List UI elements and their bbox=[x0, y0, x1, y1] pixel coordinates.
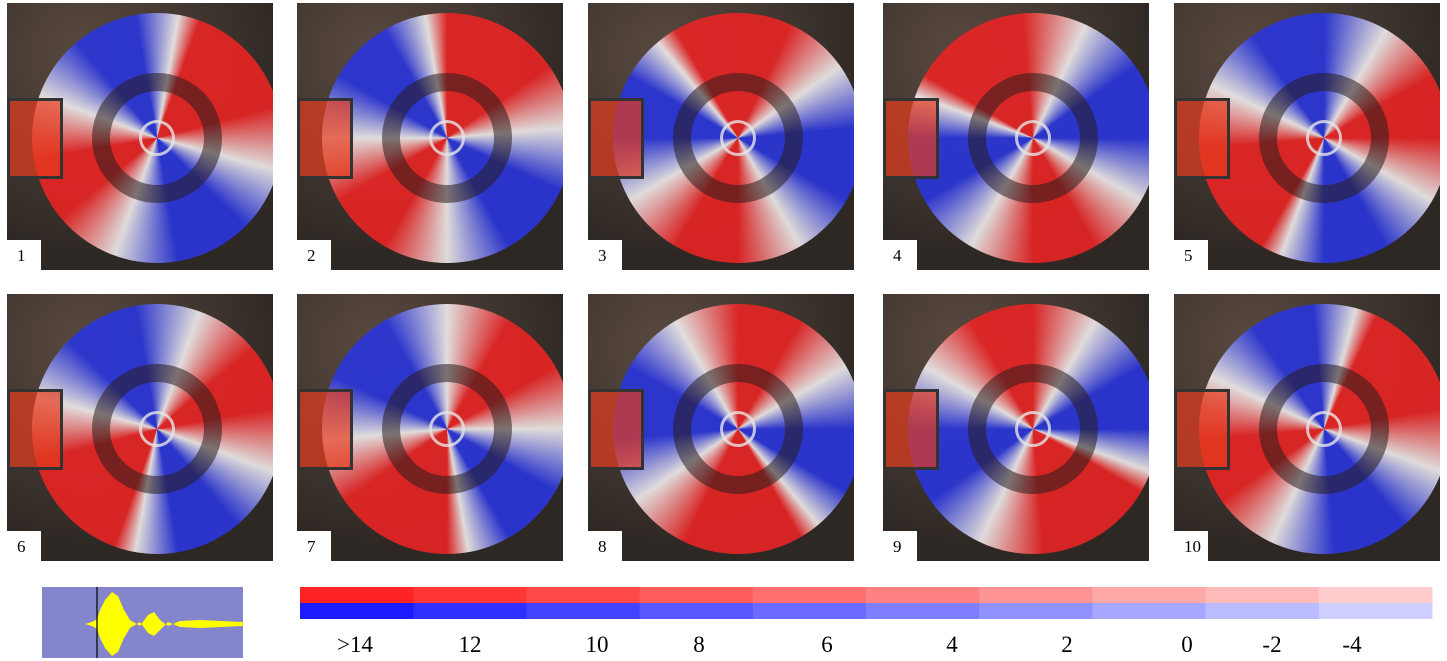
clamp bbox=[297, 98, 353, 179]
panel: 9 bbox=[883, 294, 1149, 561]
colorbar-label: 4 bbox=[946, 632, 958, 657]
panel: 10 bbox=[1174, 294, 1440, 561]
colorbar-label: 6 bbox=[821, 632, 833, 657]
colorbar-swatch bbox=[1092, 603, 1207, 619]
colorbar-swatch bbox=[1318, 587, 1433, 603]
clamp bbox=[7, 98, 63, 179]
hub bbox=[139, 411, 175, 447]
clamp bbox=[883, 389, 939, 470]
clamp bbox=[297, 389, 353, 470]
colorbar-label: 8 bbox=[693, 632, 705, 657]
colorbar-swatch bbox=[639, 587, 754, 603]
hub bbox=[429, 120, 465, 156]
panel-label: 2 bbox=[297, 240, 331, 270]
hub bbox=[139, 120, 175, 156]
colorbar-swatch bbox=[752, 587, 867, 603]
colorbar-swatch bbox=[1318, 603, 1433, 619]
colorbar-swatch bbox=[413, 587, 527, 603]
colorbar-swatch bbox=[979, 603, 1093, 619]
colorbar-swatch bbox=[866, 603, 980, 619]
panel-label: 7 bbox=[297, 531, 331, 561]
panel: 1 bbox=[7, 3, 273, 270]
colorbar-swatch bbox=[1205, 587, 1320, 603]
colorbar-swatch bbox=[1205, 603, 1320, 619]
panel: 4 bbox=[883, 3, 1149, 270]
panel: 8 bbox=[588, 294, 854, 561]
panel: 3 bbox=[588, 3, 854, 270]
colorbar-swatch bbox=[866, 587, 980, 603]
colorbar-swatch bbox=[300, 587, 414, 603]
colorbar-swatch bbox=[752, 603, 867, 619]
clamp bbox=[1174, 389, 1230, 470]
hub bbox=[720, 120, 756, 156]
colorbar-label: -4 bbox=[1342, 632, 1362, 657]
panel-label: 9 bbox=[883, 531, 917, 561]
hub bbox=[1306, 411, 1342, 447]
clamp bbox=[1174, 98, 1230, 179]
hub bbox=[1015, 120, 1051, 156]
colorbar-swatch bbox=[979, 587, 1093, 603]
colorbar-swatch bbox=[526, 603, 641, 619]
colorbar-swatch bbox=[639, 603, 754, 619]
hub bbox=[429, 411, 465, 447]
clamp bbox=[883, 98, 939, 179]
clamp bbox=[588, 98, 644, 179]
clamp bbox=[588, 389, 644, 470]
panel-label: 1 bbox=[7, 240, 41, 270]
panel: 6 bbox=[7, 294, 273, 561]
colorbar-label: 12 bbox=[458, 632, 482, 657]
colorbar-swatch bbox=[300, 603, 414, 619]
colorbar-swatch bbox=[526, 587, 641, 603]
panel: 7 bbox=[297, 294, 563, 561]
colorbar-swatch bbox=[1092, 587, 1207, 603]
panel-label: 10 bbox=[1174, 531, 1208, 561]
colorbar-label: >14 bbox=[337, 632, 373, 657]
hub bbox=[720, 411, 756, 447]
hub bbox=[1015, 411, 1051, 447]
panel: 5 bbox=[1174, 3, 1440, 270]
colorbar-swatch bbox=[413, 603, 527, 619]
waveform bbox=[42, 592, 243, 656]
colorbar-label: -2 bbox=[1262, 632, 1282, 657]
panel: 2 bbox=[297, 3, 563, 270]
hub bbox=[1306, 120, 1342, 156]
clamp bbox=[7, 389, 63, 470]
panel-label: 6 bbox=[7, 531, 41, 561]
colorbar-label: 0 bbox=[1181, 632, 1193, 657]
panel-label: 3 bbox=[588, 240, 622, 270]
panel-label: 5 bbox=[1174, 240, 1208, 270]
panel-label: 4 bbox=[883, 240, 917, 270]
colorbar-label: 10 bbox=[585, 632, 609, 657]
colorbar-label: 2 bbox=[1061, 632, 1073, 657]
panel-label: 8 bbox=[588, 531, 622, 561]
